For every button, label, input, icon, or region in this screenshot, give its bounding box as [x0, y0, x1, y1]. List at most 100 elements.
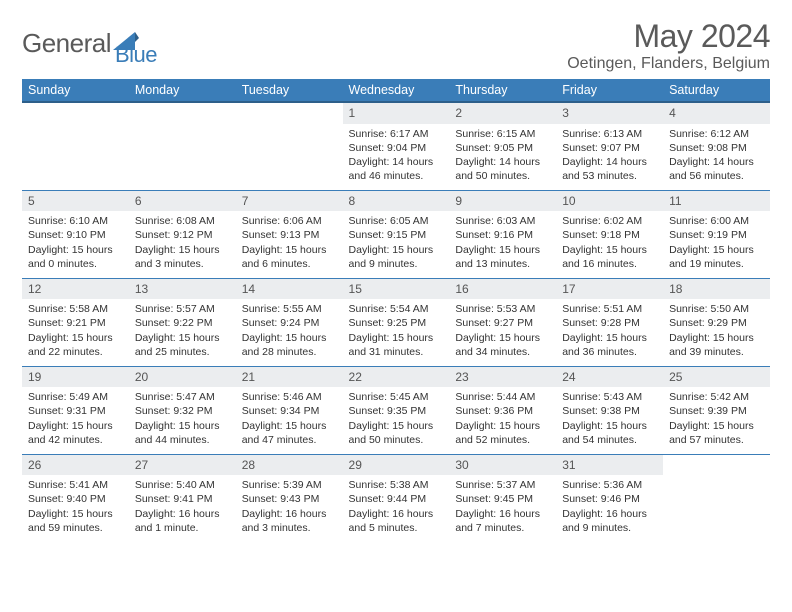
- sunrise-text: Sunrise: 6:00 AM: [669, 214, 764, 228]
- sunrise-text: Sunrise: 6:05 AM: [349, 214, 444, 228]
- sunset-text: Sunset: 9:29 PM: [669, 316, 764, 330]
- day-details: Sunrise: 6:02 AMSunset: 9:18 PMDaylight:…: [556, 211, 663, 274]
- day-details: Sunrise: 6:13 AMSunset: 9:07 PMDaylight:…: [556, 124, 663, 187]
- day-number: 21: [236, 367, 343, 388]
- daylight-text: Daylight: 15 hours and 19 minutes.: [669, 243, 764, 271]
- calendar-cell: 25Sunrise: 5:42 AMSunset: 9:39 PMDayligh…: [663, 366, 770, 454]
- sunset-text: Sunset: 9:04 PM: [349, 141, 444, 155]
- day-details: Sunrise: 5:43 AMSunset: 9:38 PMDaylight:…: [556, 387, 663, 450]
- sunrise-text: Sunrise: 6:06 AM: [242, 214, 337, 228]
- day-details: Sunrise: 5:46 AMSunset: 9:34 PMDaylight:…: [236, 387, 343, 450]
- day-number: 13: [129, 279, 236, 300]
- sunset-text: Sunset: 9:46 PM: [562, 492, 657, 506]
- sunset-text: Sunset: 9:40 PM: [28, 492, 123, 506]
- calendar-cell: 14Sunrise: 5:55 AMSunset: 9:24 PMDayligh…: [236, 278, 343, 366]
- sunrise-text: Sunrise: 6:17 AM: [349, 127, 444, 141]
- day-details: Sunrise: 5:42 AMSunset: 9:39 PMDaylight:…: [663, 387, 770, 450]
- sunrise-text: Sunrise: 5:43 AM: [562, 390, 657, 404]
- calendar-body: ......1Sunrise: 6:17 AMSunset: 9:04 PMDa…: [22, 102, 770, 542]
- daylight-text: Daylight: 15 hours and 34 minutes.: [455, 331, 550, 359]
- sunset-text: Sunset: 9:25 PM: [349, 316, 444, 330]
- calendar-row: ......1Sunrise: 6:17 AMSunset: 9:04 PMDa…: [22, 102, 770, 190]
- daylight-text: Daylight: 15 hours and 16 minutes.: [562, 243, 657, 271]
- daylight-text: Daylight: 15 hours and 59 minutes.: [28, 507, 123, 535]
- sunrise-text: Sunrise: 6:10 AM: [28, 214, 123, 228]
- sunset-text: Sunset: 9:07 PM: [562, 141, 657, 155]
- sunrise-text: Sunrise: 5:46 AM: [242, 390, 337, 404]
- day-details: Sunrise: 5:37 AMSunset: 9:45 PMDaylight:…: [449, 475, 556, 538]
- sunrise-text: Sunrise: 5:55 AM: [242, 302, 337, 316]
- day-number: 8: [343, 191, 450, 212]
- day-details: Sunrise: 5:55 AMSunset: 9:24 PMDaylight:…: [236, 299, 343, 362]
- daylight-text: Daylight: 15 hours and 54 minutes.: [562, 419, 657, 447]
- daylight-text: Daylight: 15 hours and 13 minutes.: [455, 243, 550, 271]
- sunset-text: Sunset: 9:44 PM: [349, 492, 444, 506]
- daylight-text: Daylight: 15 hours and 6 minutes.: [242, 243, 337, 271]
- sunset-text: Sunset: 9:21 PM: [28, 316, 123, 330]
- sunset-text: Sunset: 9:35 PM: [349, 404, 444, 418]
- daylight-text: Daylight: 15 hours and 0 minutes.: [28, 243, 123, 271]
- day-details: Sunrise: 5:47 AMSunset: 9:32 PMDaylight:…: [129, 387, 236, 450]
- day-number: 2: [449, 103, 556, 124]
- day-number: 4: [663, 103, 770, 124]
- calendar-cell: 4Sunrise: 6:12 AMSunset: 9:08 PMDaylight…: [663, 102, 770, 190]
- calendar-cell: 29Sunrise: 5:38 AMSunset: 9:44 PMDayligh…: [343, 454, 450, 542]
- day-details: Sunrise: 5:39 AMSunset: 9:43 PMDaylight:…: [236, 475, 343, 538]
- sunrise-text: Sunrise: 6:12 AM: [669, 127, 764, 141]
- calendar-cell: 7Sunrise: 6:06 AMSunset: 9:13 PMDaylight…: [236, 190, 343, 278]
- day-number: 31: [556, 455, 663, 476]
- day-details: Sunrise: 5:44 AMSunset: 9:36 PMDaylight:…: [449, 387, 556, 450]
- day-number: 5: [22, 191, 129, 212]
- daylight-text: Daylight: 14 hours and 53 minutes.: [562, 155, 657, 183]
- day-number: 3: [556, 103, 663, 124]
- calendar-cell: 5 Sunrise: 6:10 AMSunset: 9:10 PMDaylight…: [22, 190, 129, 278]
- sunset-text: Sunset: 9:18 PM: [562, 228, 657, 242]
- day-number: 9: [449, 191, 556, 212]
- weekday-header: Wednesday: [343, 79, 450, 102]
- daylight-text: Daylight: 15 hours and 31 minutes.: [349, 331, 444, 359]
- daylight-text: Daylight: 15 hours and 57 minutes.: [669, 419, 764, 447]
- calendar-cell: 18Sunrise: 5:50 AMSunset: 9:29 PMDayligh…: [663, 278, 770, 366]
- weekday-header: Friday: [556, 79, 663, 102]
- sunset-text: Sunset: 9:13 PM: [242, 228, 337, 242]
- calendar-cell: 21Sunrise: 5:46 AMSunset: 9:34 PMDayligh…: [236, 366, 343, 454]
- sunrise-text: Sunrise: 6:02 AM: [562, 214, 657, 228]
- day-number: 25: [663, 367, 770, 388]
- sunset-text: Sunset: 9:10 PM: [28, 228, 123, 242]
- day-number: 15: [343, 279, 450, 300]
- day-number: 27: [129, 455, 236, 476]
- sunrise-text: Sunrise: 6:13 AM: [562, 127, 657, 141]
- sunset-text: Sunset: 9:45 PM: [455, 492, 550, 506]
- calendar-cell: 23Sunrise: 5:44 AMSunset: 9:36 PMDayligh…: [449, 366, 556, 454]
- daylight-text: Daylight: 16 hours and 9 minutes.: [562, 507, 657, 535]
- calendar-cell: 9Sunrise: 6:03 AMSunset: 9:16 PMDaylight…: [449, 190, 556, 278]
- daylight-text: Daylight: 15 hours and 28 minutes.: [242, 331, 337, 359]
- calendar-cell: 22Sunrise: 5:45 AMSunset: 9:35 PMDayligh…: [343, 366, 450, 454]
- day-details: Sunrise: 6:05 AMSunset: 9:15 PMDaylight:…: [343, 211, 450, 274]
- sunrise-text: Sunrise: 6:15 AM: [455, 127, 550, 141]
- daylight-text: Daylight: 14 hours and 50 minutes.: [455, 155, 550, 183]
- calendar-cell: 13Sunrise: 5:57 AMSunset: 9:22 PMDayligh…: [129, 278, 236, 366]
- weekday-header: Saturday: [663, 79, 770, 102]
- daylight-text: Daylight: 15 hours and 52 minutes.: [455, 419, 550, 447]
- day-details: Sunrise: 6:17 AMSunset: 9:04 PMDaylight:…: [343, 124, 450, 187]
- day-details: Sunrise: 5:58 AMSunset: 9:21 PMDaylight:…: [22, 299, 129, 362]
- sunrise-text: Sunrise: 5:44 AM: [455, 390, 550, 404]
- sunset-text: Sunset: 9:12 PM: [135, 228, 230, 242]
- sunrise-text: Sunrise: 6:03 AM: [455, 214, 550, 228]
- sunrise-text: Sunrise: 5:41 AM: [28, 478, 123, 492]
- calendar-cell: 6Sunrise: 6:08 AMSunset: 9:12 PMDaylight…: [129, 190, 236, 278]
- daylight-text: Daylight: 15 hours and 42 minutes.: [28, 419, 123, 447]
- day-number: 26: [22, 455, 129, 476]
- day-number: 30: [449, 455, 556, 476]
- sunset-text: Sunset: 9:38 PM: [562, 404, 657, 418]
- day-details: Sunrise: 5:45 AMSunset: 9:35 PMDaylight:…: [343, 387, 450, 450]
- calendar-cell: 31Sunrise: 5:36 AMSunset: 9:46 PMDayligh…: [556, 454, 663, 542]
- sunrise-text: Sunrise: 5:40 AM: [135, 478, 230, 492]
- sunrise-text: Sunrise: 5:45 AM: [349, 390, 444, 404]
- day-number: 22: [343, 367, 450, 388]
- day-number: 14: [236, 279, 343, 300]
- daylight-text: Daylight: 16 hours and 1 minute.: [135, 507, 230, 535]
- day-number: 6: [129, 191, 236, 212]
- sunset-text: Sunset: 9:34 PM: [242, 404, 337, 418]
